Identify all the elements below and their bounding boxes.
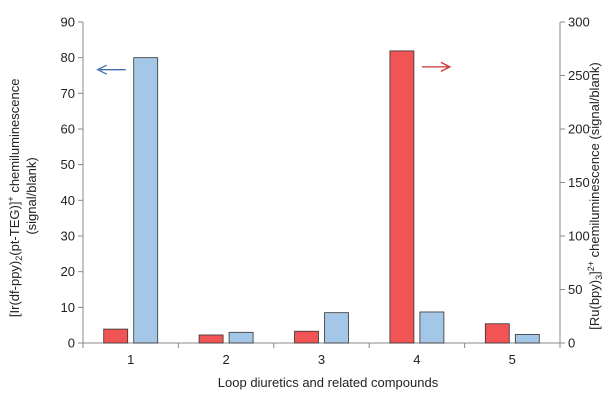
y-right-title-part: [Ru(bpy) <box>587 280 602 330</box>
y-right-tick-label: 300 <box>568 15 590 30</box>
y-left-tick-label: 10 <box>61 300 75 315</box>
bar-left-axis <box>419 311 445 344</box>
y-right-tick-label: 0 <box>568 336 575 351</box>
y-left-title-part: (pt-TEG)] <box>7 202 22 256</box>
x-tick-label: 2 <box>222 352 229 367</box>
y-right-tick-label: 50 <box>568 282 582 297</box>
x-tick-label: 1 <box>127 352 134 367</box>
y-right-title-part: ] <box>587 271 602 275</box>
bar-right-axis <box>484 323 510 344</box>
bar-right-axis <box>389 50 415 344</box>
bar-right-axis <box>198 334 224 344</box>
y-left-tick-label: 90 <box>61 15 75 30</box>
x-axis-title: Loop diuretics and related compounds <box>218 375 439 390</box>
y-axis-right-title: [Ru(bpy)3]2+ chemiluminescence (signal/b… <box>586 62 604 329</box>
bar-left-axis <box>514 334 540 344</box>
y-left-title-line2: (signal/blank) <box>24 157 39 234</box>
arrow-left-axis-head <box>96 64 107 75</box>
y-left-tick-label: 50 <box>61 157 75 172</box>
bar-left-axis <box>133 57 159 344</box>
arrow-right-axis-head <box>440 61 452 72</box>
bar-right-axis <box>103 328 129 344</box>
y-left-title-superscript: + <box>6 196 16 201</box>
y-right-title-part: chemiluminescence (signal/blank) <box>587 62 602 261</box>
y-right-tick-label: 100 <box>568 229 590 244</box>
y-left-tick-label: 70 <box>61 86 75 101</box>
y-right-tick-label: 200 <box>568 122 590 137</box>
y-left-tick-label: 40 <box>61 193 75 208</box>
bar-left-axis <box>324 312 349 344</box>
y-right-tick-label: 150 <box>568 175 590 190</box>
y-right-title-subscript: 3 <box>594 275 604 280</box>
y-left-tick-label: 80 <box>61 50 75 65</box>
bar-right-axis <box>294 330 319 344</box>
y-right-title-superscript: 2+ <box>586 261 596 271</box>
y-left-title-subscript: 2 <box>14 256 24 261</box>
bar-left-axis <box>228 331 254 344</box>
y-left-tick-label: 20 <box>61 264 75 279</box>
x-tick-label: 3 <box>318 352 325 367</box>
y-right-tick-label: 250 <box>568 68 590 83</box>
y-left-tick-label: 0 <box>68 336 75 351</box>
y-left-tick-label: 60 <box>61 122 75 137</box>
x-tick-label: 4 <box>413 352 420 367</box>
y-left-title-part: chemiluminescence <box>7 79 22 197</box>
x-tick-label: 5 <box>509 352 516 367</box>
plot-area: 0 10 20 30 40 50 60 70 80 90 0 50 100 150 200 250 300 1 2 3… <box>61 15 590 368</box>
y-left-tick-label: 30 <box>61 229 75 244</box>
y-left-title-part: [Ir(df-ppy) <box>7 261 22 317</box>
y-axis-left-title: [Ir(df-ppy)2(pt-TEG)]+ chemiluminescence… <box>6 75 39 317</box>
